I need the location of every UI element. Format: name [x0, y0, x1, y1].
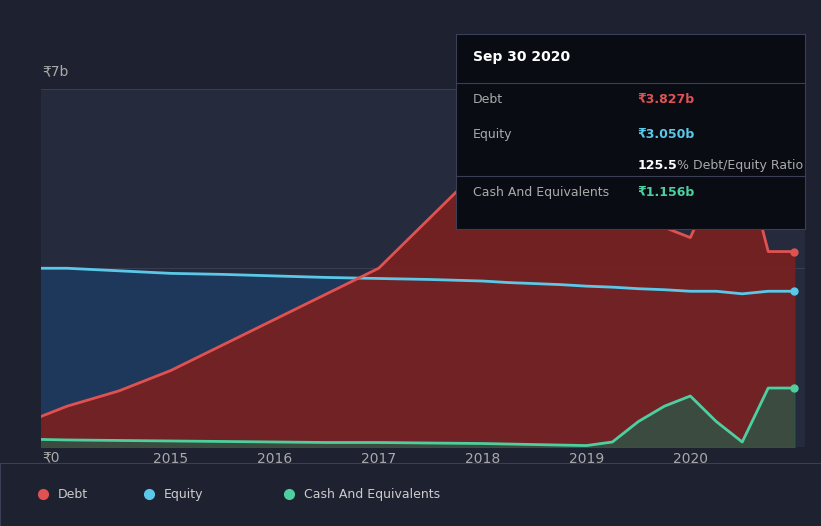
Text: % Debt/Equity Ratio: % Debt/Equity Ratio — [677, 159, 803, 172]
Text: ₹1.156b: ₹1.156b — [637, 186, 695, 199]
Text: ₹7b: ₹7b — [43, 65, 69, 79]
Text: Equity: Equity — [164, 488, 204, 501]
Text: ₹0: ₹0 — [43, 451, 60, 464]
Text: Debt: Debt — [473, 93, 503, 106]
Text: Sep 30 2020: Sep 30 2020 — [473, 50, 571, 64]
Text: Cash And Equivalents: Cash And Equivalents — [473, 186, 609, 199]
Text: 125.5: 125.5 — [637, 159, 677, 172]
Text: Debt: Debt — [57, 488, 88, 501]
Text: ₹3.827b: ₹3.827b — [637, 93, 695, 106]
Text: ₹3.050b: ₹3.050b — [637, 128, 695, 140]
Text: Cash And Equivalents: Cash And Equivalents — [304, 488, 440, 501]
Text: Equity: Equity — [473, 128, 512, 140]
